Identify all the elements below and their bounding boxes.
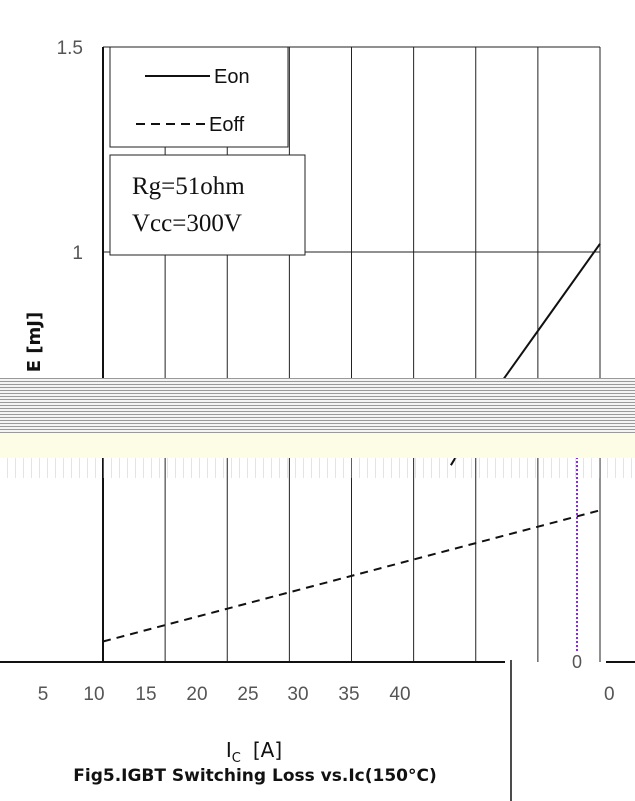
gridlines	[103, 46, 601, 662]
axes	[0, 47, 505, 663]
artifact-lines	[0, 378, 635, 433]
y-tick-label-1: 1	[72, 243, 83, 264]
x-tick-label-6: 35	[338, 684, 359, 705]
artifact-band	[0, 433, 635, 458]
x-axis-label-main: I	[226, 738, 232, 762]
legend-label-eon: Eon	[214, 66, 250, 88]
x-axis-label-sub: C	[232, 751, 241, 766]
secondary-x-tick-0: 0	[604, 684, 615, 705]
annotation: Rg=51ohm Vcc=300V	[109, 154, 306, 256]
x-tick-label-4: 25	[237, 684, 258, 705]
x-tick-label-2: 15	[135, 684, 156, 705]
y-tick-label-0: 1.5	[57, 38, 83, 59]
annotation-line-2: Vcc=300V	[132, 210, 242, 237]
x-axis-label: IC [A]	[226, 738, 282, 766]
x-tick-label-0: 5	[38, 684, 49, 705]
secondary-y-tick-0: 0	[572, 652, 582, 672]
x-tick-label-7: 40	[389, 684, 410, 705]
annotation-line-1: Rg=51ohm	[132, 173, 245, 200]
x-tick-label-5: 30	[287, 684, 308, 705]
y-tick-labels: 1.51	[57, 38, 83, 264]
legend-label-eoff: Eoff	[209, 114, 245, 136]
x-tick-labels: 5 10 15 20 25 30 35 40	[38, 684, 411, 705]
x-tick-label-3: 20	[186, 684, 207, 705]
legend: Eon Eoff	[109, 46, 289, 148]
render-artifact-band	[0, 378, 635, 478]
x-tick-label-1: 10	[83, 684, 104, 705]
legend-box	[109, 46, 289, 148]
artifact-noise	[0, 458, 635, 478]
figure-caption: Fig5.IGBT Switching Loss vs.Ic(150°C)	[73, 766, 437, 786]
x-axis-label-unit: [A]	[253, 738, 282, 762]
annotation-box	[109, 154, 306, 256]
y-axis-label: E [mJ]	[24, 312, 45, 372]
